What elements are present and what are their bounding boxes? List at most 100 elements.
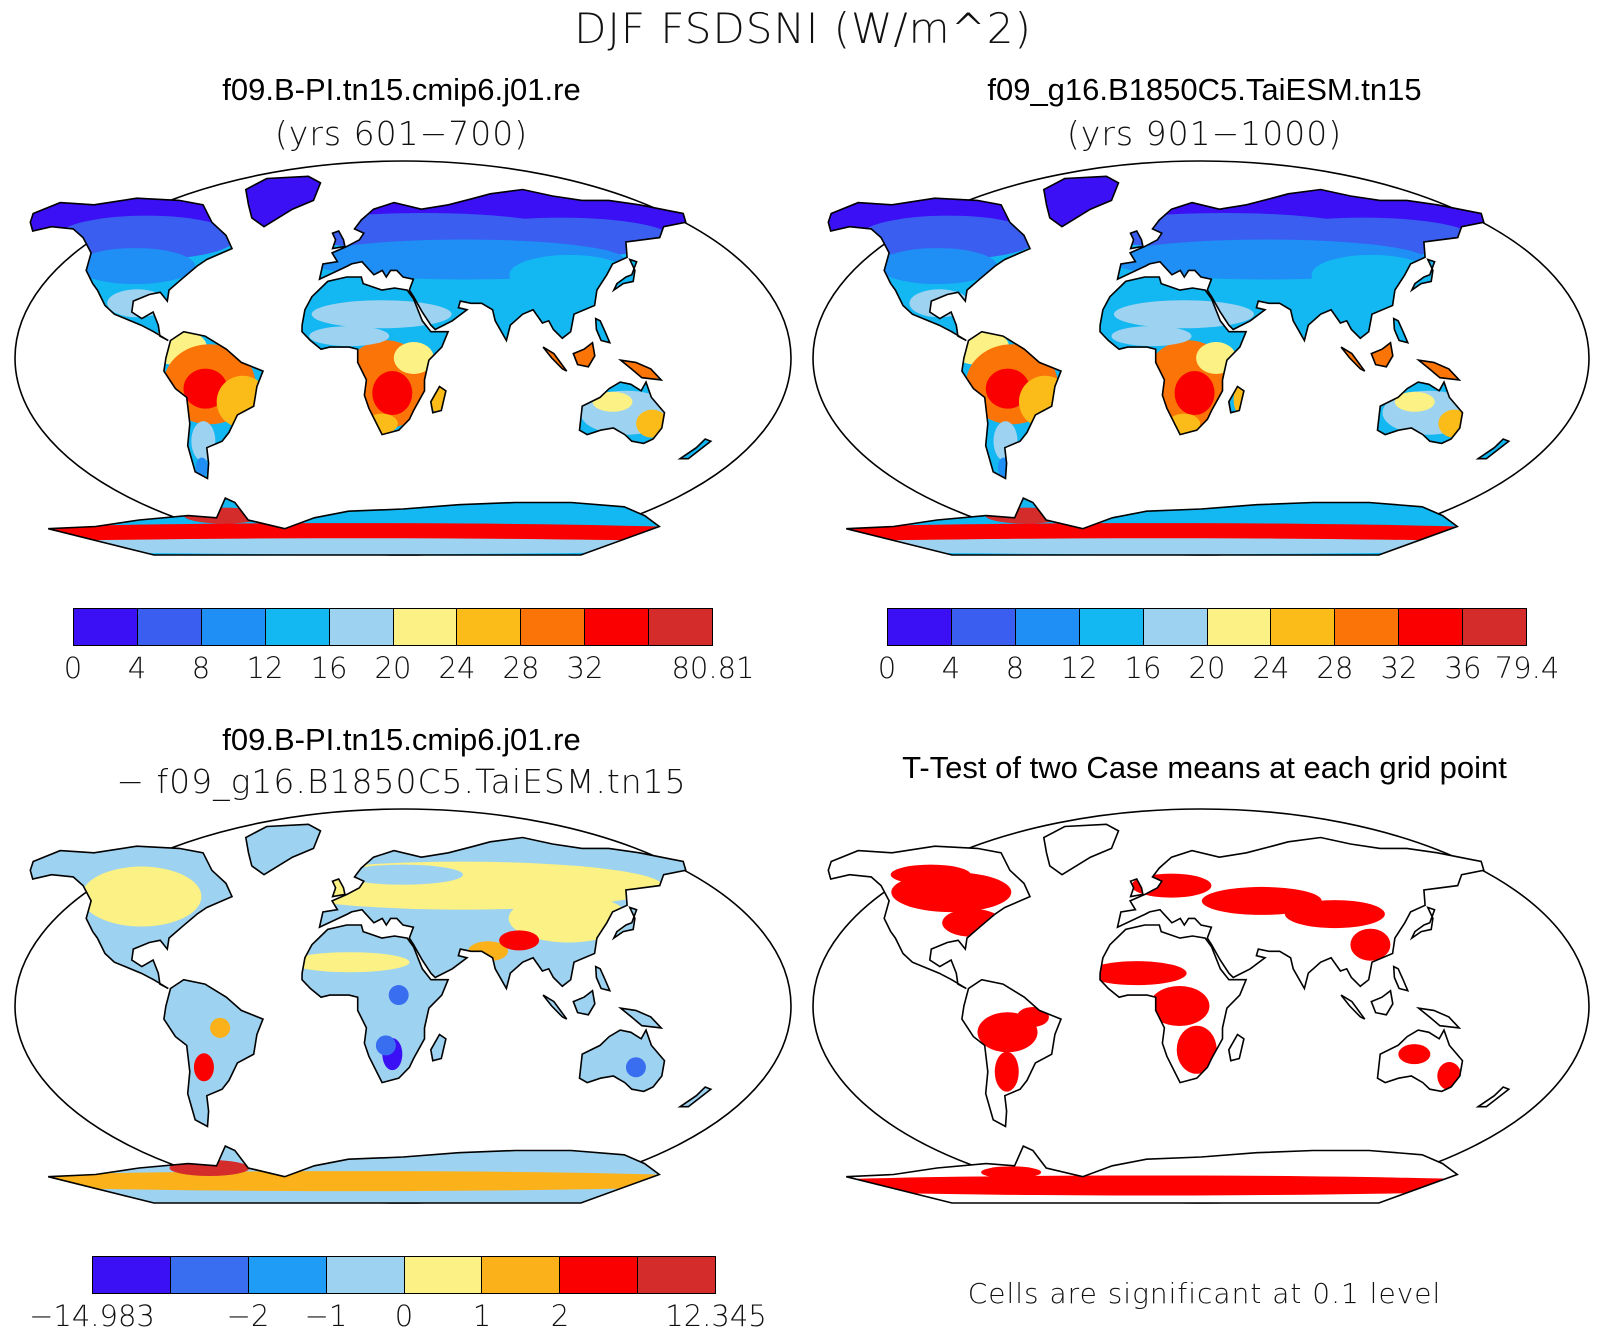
colorbar-tick-label: 8	[1005, 651, 1025, 685]
coastline	[1409, 906, 1436, 941]
colorbar-swatch	[326, 1257, 405, 1293]
coastline	[1340, 346, 1366, 372]
field-region	[909, 289, 970, 318]
field-region	[343, 864, 463, 885]
colorbar-swatch	[74, 609, 138, 645]
coastline	[542, 994, 568, 1020]
colorbar-tick-label: 32	[566, 651, 604, 685]
coastline	[1475, 438, 1511, 460]
field-region	[216, 375, 269, 428]
colorbar-swatch	[248, 1257, 327, 1293]
panel-case2-subtitle: (yrs 901−1000)	[1066, 114, 1343, 153]
colorbar-swatch	[1015, 609, 1080, 645]
coastline	[301, 276, 450, 436]
colorbar-swatch	[521, 609, 586, 645]
coastline	[1475, 1086, 1511, 1108]
field-region	[81, 866, 202, 927]
significance-note: Cells are significant at 0.1 level	[967, 1277, 1442, 1310]
field-region	[828, 538, 1509, 555]
coastline	[611, 906, 638, 941]
coastline	[1415, 358, 1462, 381]
coastline	[29, 197, 234, 342]
colorbar-swatch	[649, 609, 713, 645]
coastline	[1129, 878, 1144, 898]
field-region	[372, 371, 413, 416]
colorbar-tick-label: −1	[304, 1299, 348, 1333]
field-region	[625, 1057, 646, 1078]
colorbar-tick-label: 2	[550, 1299, 570, 1333]
colorbar-tick-label: 0	[63, 651, 83, 685]
coastline	[1042, 823, 1120, 876]
coastline	[846, 1145, 1459, 1204]
field-region	[586, 1040, 667, 1081]
field-region	[890, 864, 971, 885]
coastline	[1415, 1006, 1462, 1029]
colorbar-tick-label: 0	[394, 1299, 414, 1333]
field-region	[1149, 986, 1210, 1026]
coastline	[1227, 1033, 1245, 1062]
field-region	[592, 391, 633, 412]
colorbar-swatch	[1079, 609, 1144, 645]
colorbar-swatch	[1463, 609, 1527, 645]
map-difference	[14, 808, 792, 1204]
colorbar-tick-label: 20	[374, 651, 412, 685]
colorbar-tick-label: 4	[941, 651, 961, 685]
land-ph	[1393, 318, 1408, 343]
field-region	[1437, 1062, 1462, 1091]
coastline	[1116, 188, 1485, 343]
colorbar-swatch	[393, 609, 458, 645]
coastline	[1129, 230, 1144, 250]
coastline	[578, 380, 666, 445]
land-id1	[543, 995, 567, 1020]
land-id2	[573, 990, 595, 1015]
coastline	[1392, 965, 1410, 992]
field-region	[393, 342, 434, 374]
coastline	[1042, 175, 1120, 228]
field-region	[1016, 1006, 1049, 1027]
coastline	[1099, 276, 1248, 436]
panel-difference-title: f09.B-PI.tn15.cmip6.j01.re	[222, 722, 581, 757]
coastline	[1376, 380, 1464, 445]
coastline	[331, 230, 346, 250]
colorbar-swatch	[201, 609, 266, 645]
colorbar-swatch	[93, 1257, 171, 1293]
field-region	[1350, 928, 1391, 961]
colorbar-swatch	[482, 1257, 561, 1293]
coastline	[429, 1033, 447, 1062]
field-region	[508, 894, 629, 943]
field-region	[858, 215, 1039, 260]
field-region	[828, 1175, 1509, 1196]
colorbar-case1-labels: 0 4 8 12 16 20 24 28 32 80.81	[64, 651, 755, 685]
field-region	[981, 1166, 1042, 1179]
colorbar-tick-label: 16	[1124, 651, 1162, 685]
colorbar-swatch	[1143, 609, 1208, 645]
land-gr	[1043, 824, 1119, 875]
coastline	[1340, 994, 1366, 1020]
coastline	[48, 497, 661, 556]
coastline	[1370, 341, 1394, 368]
coastline	[961, 978, 1063, 1128]
land-ng	[620, 1008, 662, 1028]
field-region	[1394, 391, 1435, 412]
field-region	[1284, 900, 1385, 929]
coastline	[827, 845, 1032, 990]
colorbar-tick-label: 12	[246, 651, 284, 685]
field-region	[375, 1035, 396, 1056]
field-region	[877, 248, 998, 285]
coastline	[48, 1145, 661, 1204]
coastline	[1099, 924, 1248, 1084]
colorbar-tick-label: 24	[1252, 651, 1290, 685]
land-jp	[1411, 907, 1435, 939]
colorbar-swatch	[585, 609, 650, 645]
colorbar-swatch	[404, 1257, 483, 1293]
field-region	[1111, 326, 1192, 347]
colorbar-tick-label: 79.4	[1494, 651, 1560, 685]
coastline	[318, 188, 687, 343]
colorbar-case2-labels: 0 4 8 12 16 20 24 28 32 36 79.4	[878, 651, 1560, 685]
coastline	[1409, 258, 1436, 293]
colorbar-tick-label: 24	[438, 651, 476, 685]
coastline	[542, 346, 568, 372]
coastline	[617, 1006, 664, 1029]
figure-title: DJF FSDSNI (W/m^2)	[574, 4, 1032, 53]
coastline	[331, 878, 346, 898]
